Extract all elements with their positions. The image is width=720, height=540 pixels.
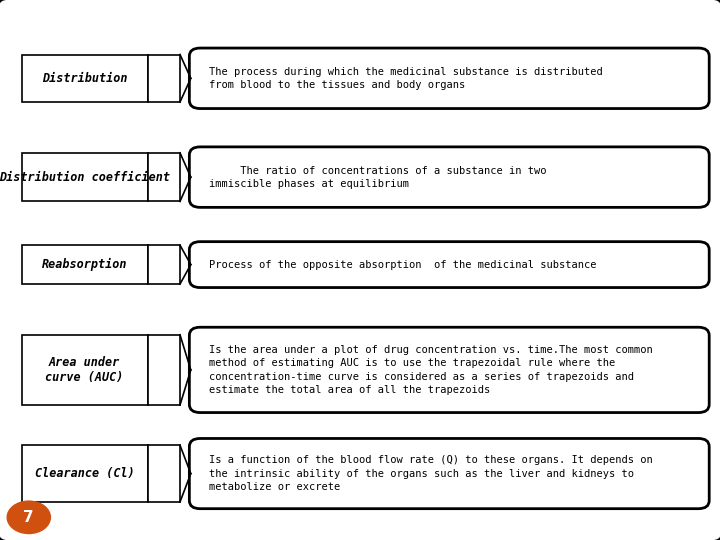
FancyBboxPatch shape bbox=[189, 327, 709, 413]
Text: Distribution: Distribution bbox=[42, 72, 127, 85]
FancyBboxPatch shape bbox=[148, 445, 180, 502]
FancyBboxPatch shape bbox=[148, 335, 180, 405]
FancyBboxPatch shape bbox=[22, 55, 148, 102]
FancyBboxPatch shape bbox=[22, 245, 148, 284]
Text: Area under
curve (AUC): Area under curve (AUC) bbox=[45, 356, 124, 384]
FancyBboxPatch shape bbox=[148, 153, 180, 201]
FancyBboxPatch shape bbox=[22, 445, 148, 502]
Text: Distribution coefficient: Distribution coefficient bbox=[0, 171, 170, 184]
Text: Reabsorption: Reabsorption bbox=[42, 258, 127, 271]
FancyBboxPatch shape bbox=[189, 48, 709, 109]
FancyBboxPatch shape bbox=[148, 245, 180, 284]
FancyBboxPatch shape bbox=[148, 55, 180, 102]
FancyBboxPatch shape bbox=[22, 153, 148, 201]
FancyBboxPatch shape bbox=[22, 335, 148, 405]
FancyBboxPatch shape bbox=[189, 241, 709, 287]
Text: Is a function of the blood flow rate (Q) to these organs. It depends on
the intr: Is a function of the blood flow rate (Q)… bbox=[209, 455, 652, 492]
Text: The ratio of concentrations of a substance in two
immiscible phases at equilibri: The ratio of concentrations of a substan… bbox=[209, 166, 546, 188]
Text: Clearance (Cl): Clearance (Cl) bbox=[35, 467, 135, 480]
FancyBboxPatch shape bbox=[189, 438, 709, 509]
FancyBboxPatch shape bbox=[189, 147, 709, 207]
Text: The process during which the medicinal substance is distributed
from blood to th: The process during which the medicinal s… bbox=[209, 67, 603, 90]
Text: Is the area under a plot of drug concentration vs. time.The most common
method o: Is the area under a plot of drug concent… bbox=[209, 345, 652, 395]
Text: Process of the opposite absorption  of the medicinal substance: Process of the opposite absorption of th… bbox=[209, 260, 596, 269]
Text: 7: 7 bbox=[24, 510, 34, 525]
Circle shape bbox=[7, 501, 50, 534]
